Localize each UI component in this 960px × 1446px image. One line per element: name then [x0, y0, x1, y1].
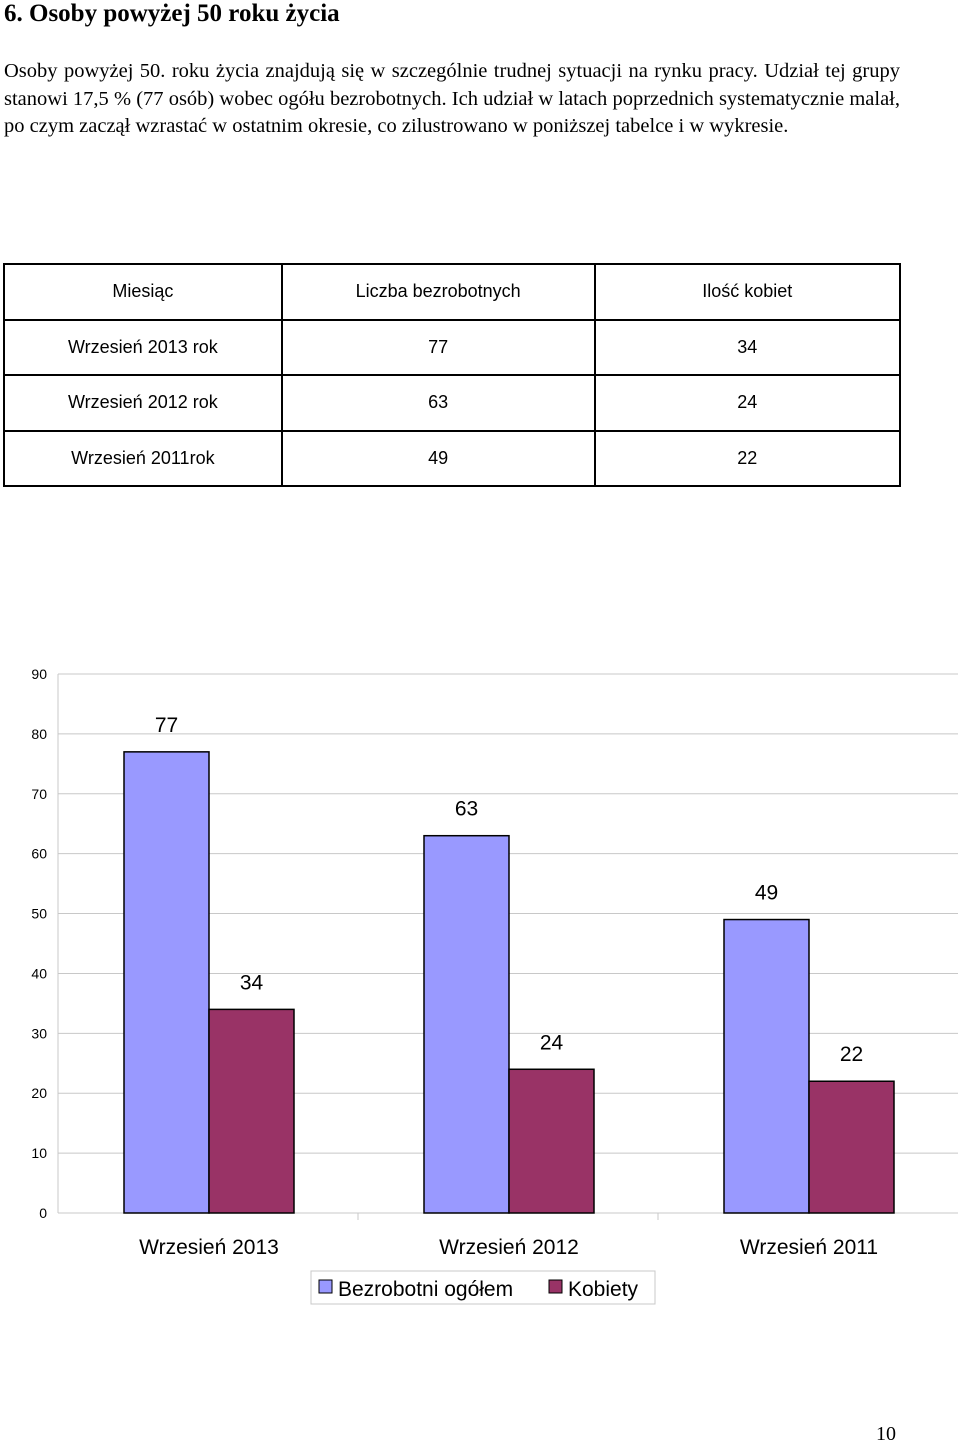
y-tick-label: 60 — [31, 846, 47, 862]
y-tick-label: 0 — [39, 1205, 47, 1221]
legend-box — [310, 1270, 656, 1305]
data-label: 63 — [455, 798, 478, 821]
table-header-month: Miesiąc — [3, 263, 283, 321]
table-row: Wrzesień 2013 rok 77 34 — [3, 318, 902, 376]
section-heading: 6. Osoby powyżej 50 roku życia — [4, 0, 340, 27]
y-tick-label: 30 — [31, 1025, 47, 1041]
data-label: 24 — [540, 1031, 564, 1054]
legend-label: Bezrobotni ogółem — [338, 1278, 513, 1301]
y-tick-label: 10 — [31, 1145, 47, 1161]
legend-swatch — [548, 1279, 563, 1294]
table-cell: 49 — [280, 429, 596, 487]
bar — [423, 834, 510, 1214]
page-number: 10 — [876, 1423, 896, 1445]
legend-swatch — [318, 1279, 333, 1294]
table-header-women: Ilość kobiet — [593, 263, 902, 321]
table-cell: Wrzesień 2011rok — [3, 429, 283, 487]
data-label: 49 — [755, 882, 778, 905]
bar — [123, 751, 210, 1214]
table-cell: 22 — [593, 429, 902, 487]
bar — [808, 1080, 895, 1214]
y-tick-label: 50 — [31, 906, 47, 922]
table-cell: 63 — [280, 374, 596, 432]
data-label: 34 — [240, 971, 264, 994]
y-tick-label: 40 — [31, 965, 47, 981]
x-tick-label: Wrzesień 2012 — [439, 1236, 579, 1259]
data-label: 77 — [155, 714, 178, 737]
table-cell: 77 — [280, 318, 596, 376]
bar-chart: 0 10 20 30 40 50 60 70 80 90 77 34 Wrzesień 2013 63 24… — [31, 666, 958, 1305]
bar — [508, 1068, 595, 1214]
table-cell: 34 — [593, 318, 902, 376]
table-header-row: Miesiąc Liczba bezrobotnych Ilość kobiet — [3, 263, 902, 321]
y-tick-label: 80 — [31, 726, 47, 742]
table-header-unemployed: Liczba bezrobotnych — [280, 263, 596, 321]
x-tick-label: Wrzesień 2013 — [139, 1236, 279, 1259]
table-row: Wrzesień 2011rok 49 22 — [3, 429, 902, 487]
statistics-table: Miesiąc Liczba bezrobotnych Ilość kobiet… — [3, 263, 902, 487]
bar — [208, 1008, 295, 1214]
bar — [723, 918, 810, 1214]
y-tick-label: 70 — [31, 786, 47, 802]
y-tick-label: 90 — [31, 666, 47, 682]
x-tick-label: Wrzesień 2011 — [740, 1236, 878, 1259]
table-cell: Wrzesień 2012 rok — [3, 374, 283, 432]
table-cell: Wrzesień 2013 rok — [3, 318, 283, 376]
data-label: 22 — [840, 1043, 863, 1066]
y-tick-label: 20 — [31, 1085, 47, 1101]
table-row: Wrzesień 2012 rok 63 24 — [3, 374, 902, 432]
table-cell: 24 — [593, 374, 902, 432]
intro-paragraph: Osoby powyżej 50. roku życia znajdują si… — [4, 60, 900, 137]
legend-label: Kobiety — [568, 1278, 639, 1301]
